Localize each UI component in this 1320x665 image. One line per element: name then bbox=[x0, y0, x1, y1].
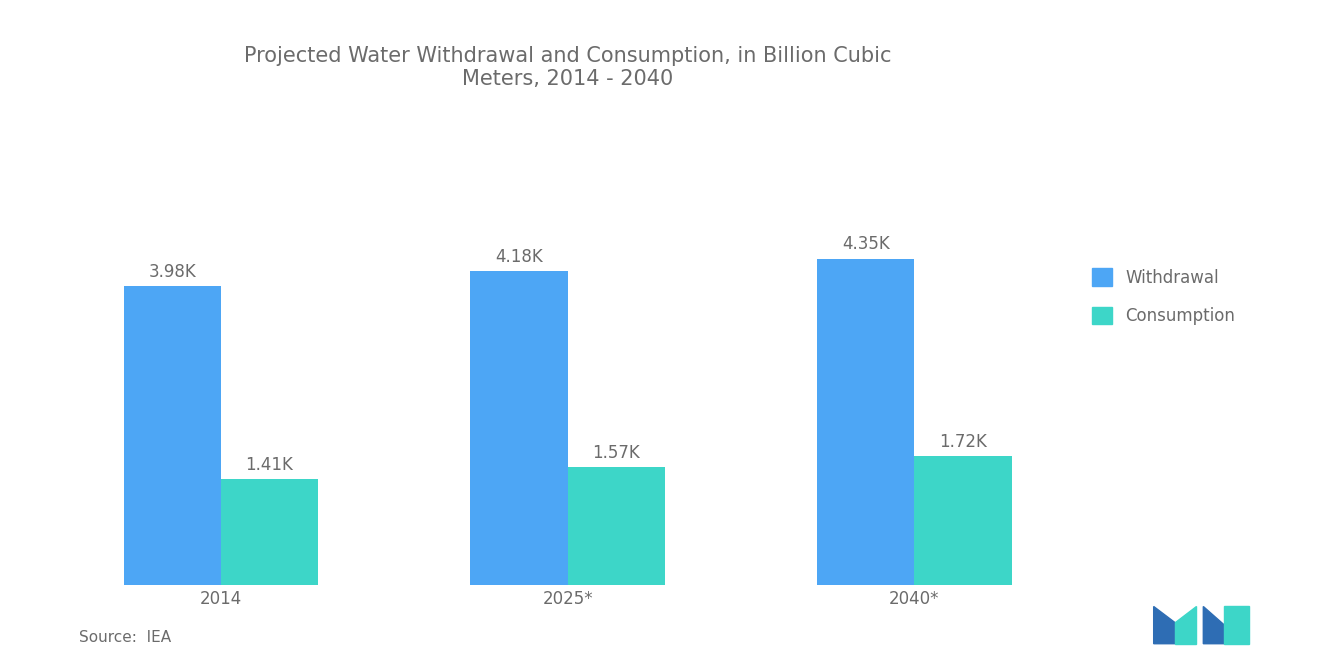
Bar bbox=[568, 467, 665, 585]
Bar bbox=[915, 456, 1011, 585]
Text: 4.35K: 4.35K bbox=[842, 235, 890, 253]
Legend: Withdrawal, Consumption: Withdrawal, Consumption bbox=[1084, 260, 1243, 333]
Bar bbox=[124, 287, 220, 585]
Text: 1.72K: 1.72K bbox=[939, 433, 987, 451]
Text: 1.57K: 1.57K bbox=[593, 444, 640, 462]
Bar bbox=[817, 259, 915, 585]
Bar bbox=[470, 271, 568, 585]
Polygon shape bbox=[1204, 606, 1225, 644]
Polygon shape bbox=[1154, 606, 1175, 644]
Title: Projected Water Withdrawal and Consumption, in Billion Cubic
Meters, 2014 - 2040: Projected Water Withdrawal and Consumpti… bbox=[244, 46, 891, 89]
Text: 3.98K: 3.98K bbox=[148, 263, 197, 281]
Bar bbox=[220, 479, 318, 585]
Text: 4.18K: 4.18K bbox=[495, 248, 543, 266]
Text: 1.41K: 1.41K bbox=[246, 456, 293, 474]
Text: Source:  IEA: Source: IEA bbox=[79, 630, 172, 645]
Polygon shape bbox=[1225, 606, 1249, 644]
Polygon shape bbox=[1175, 606, 1196, 644]
